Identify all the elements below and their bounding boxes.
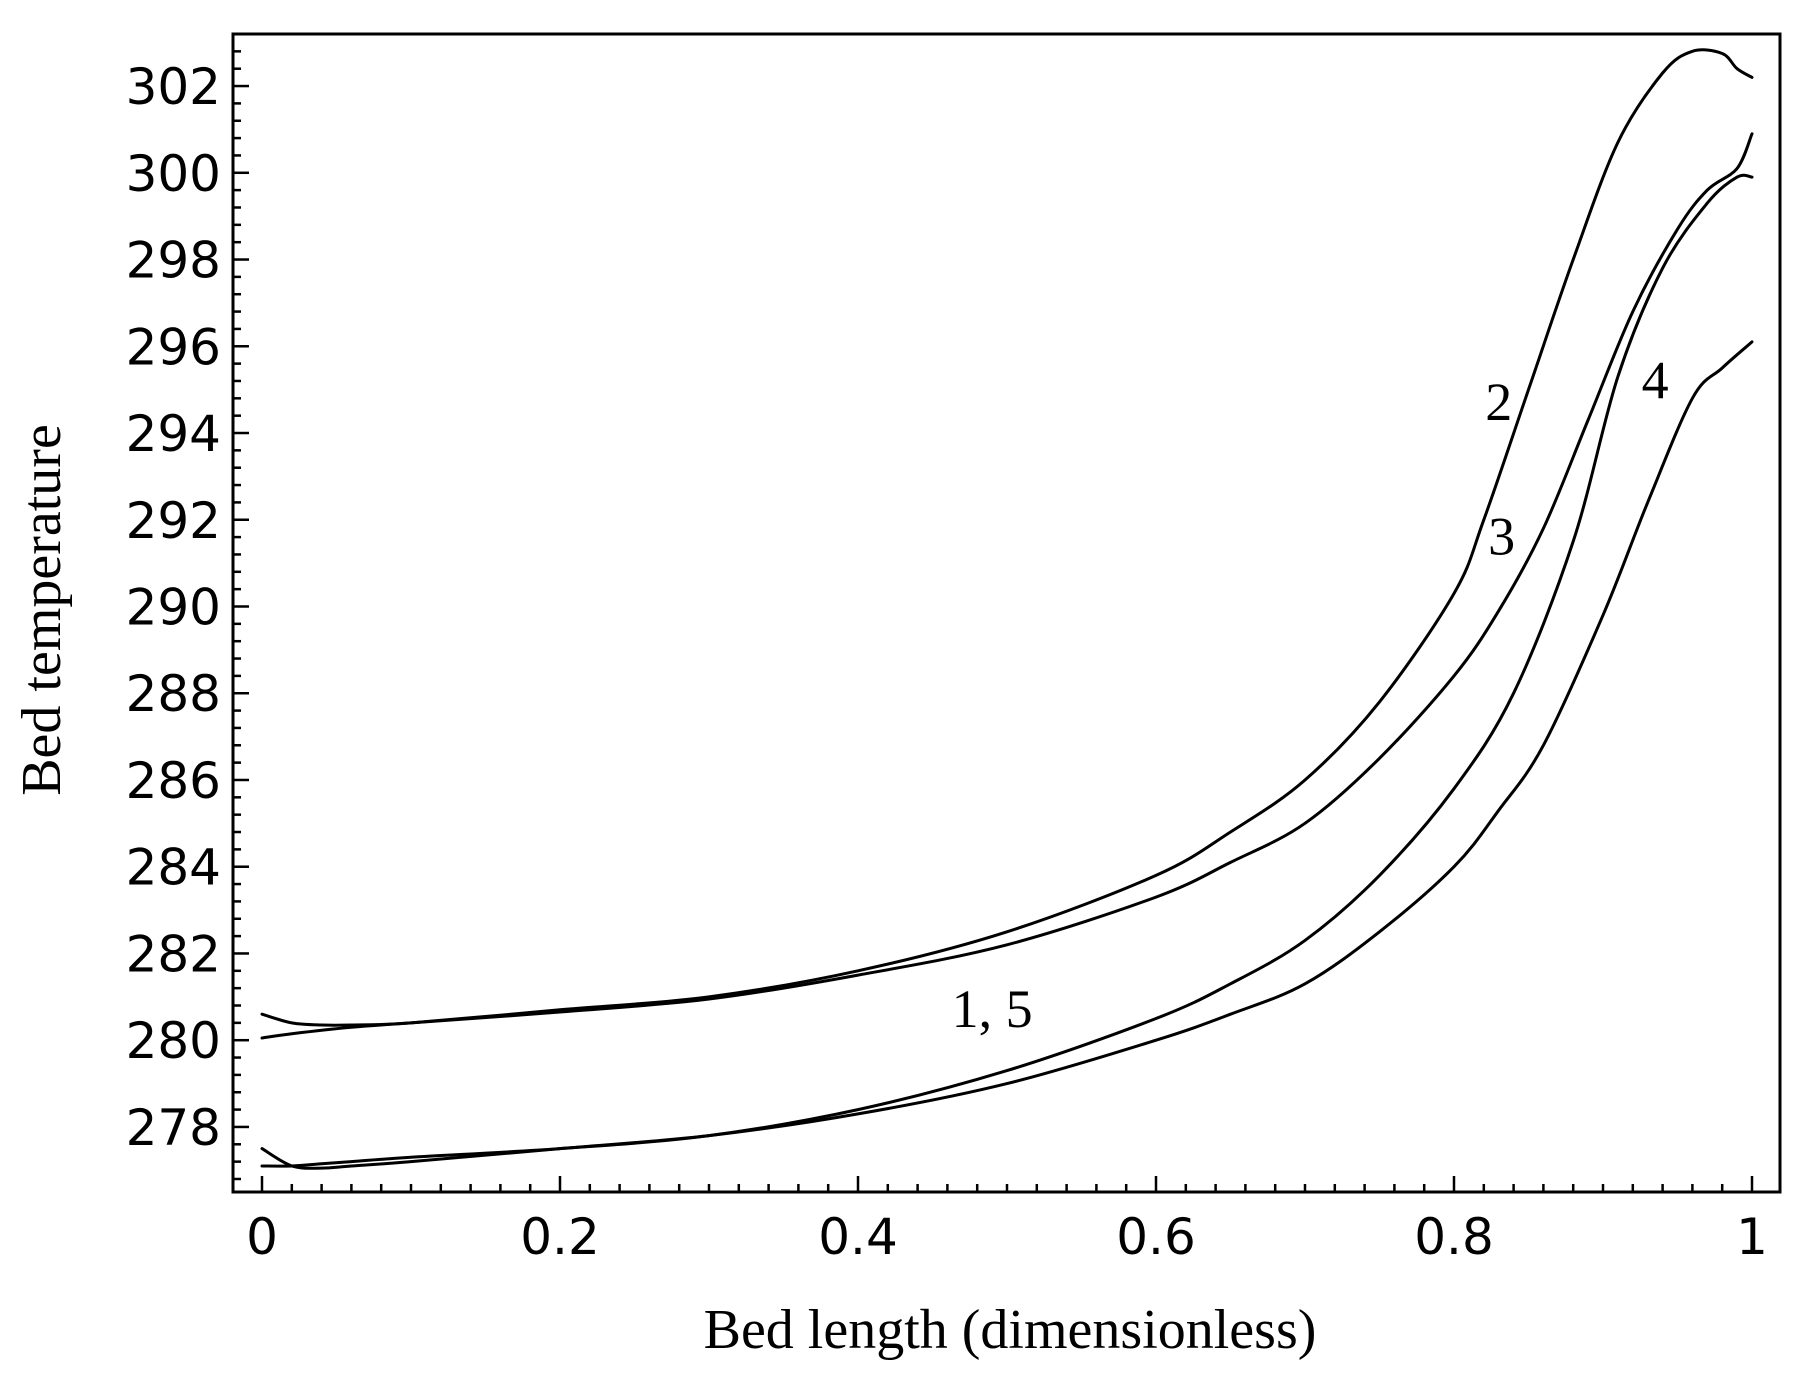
- y-tick-label: 290: [126, 578, 221, 636]
- y-tick-label: 286: [126, 752, 221, 810]
- curve-label: 4: [1642, 350, 1669, 410]
- y-tick-label: 302: [126, 58, 221, 116]
- series-line-4: [260, 173, 1754, 1168]
- y-tick-label: 282: [126, 925, 221, 983]
- y-tick-label: 294: [126, 405, 221, 463]
- x-tick-label: 1: [1736, 1208, 1768, 1266]
- x-axis-title: Bed length (dimensionless): [704, 1299, 1317, 1361]
- x-tick-label: 0.8: [1414, 1208, 1494, 1266]
- series-line-2: [260, 48, 1754, 1027]
- x-tick-labels: 0 0.2 0.4 0.6 0.8 1: [246, 1208, 1768, 1266]
- y-tick-label: 292: [126, 492, 221, 550]
- series-layer: [260, 48, 1754, 1170]
- x-tick-label: 0.2: [520, 1208, 600, 1266]
- y-tick-label: 288: [126, 665, 221, 723]
- y-tick-label: 296: [126, 318, 221, 376]
- y-tick-label: 284: [126, 839, 221, 897]
- tick-layer: [233, 50, 1754, 1192]
- series-line-1: [260, 340, 1754, 1170]
- y-axis-title: Bed temperature: [11, 424, 73, 796]
- y-tick-label: 278: [126, 1099, 221, 1157]
- x-tick-label: 0.4: [818, 1208, 898, 1266]
- annotation-layer: 2 3 4 1, 5: [952, 350, 1669, 1039]
- x-tick-label: 0.6: [1116, 1208, 1196, 1266]
- curve-label: 3: [1488, 506, 1515, 566]
- curve-label: 2: [1485, 372, 1512, 432]
- y-tick-label: 280: [126, 1012, 221, 1070]
- curve-label: 1, 5: [952, 979, 1033, 1039]
- y-tick-label: 300: [126, 145, 221, 203]
- series-line-3: [260, 132, 1754, 1040]
- y-tick-labels: 278 280 282 284 286 288 290 292 294 296 298 300 302: [126, 58, 221, 1157]
- x-tick-label: 0: [246, 1208, 278, 1266]
- y-tick-label: 298: [126, 232, 221, 290]
